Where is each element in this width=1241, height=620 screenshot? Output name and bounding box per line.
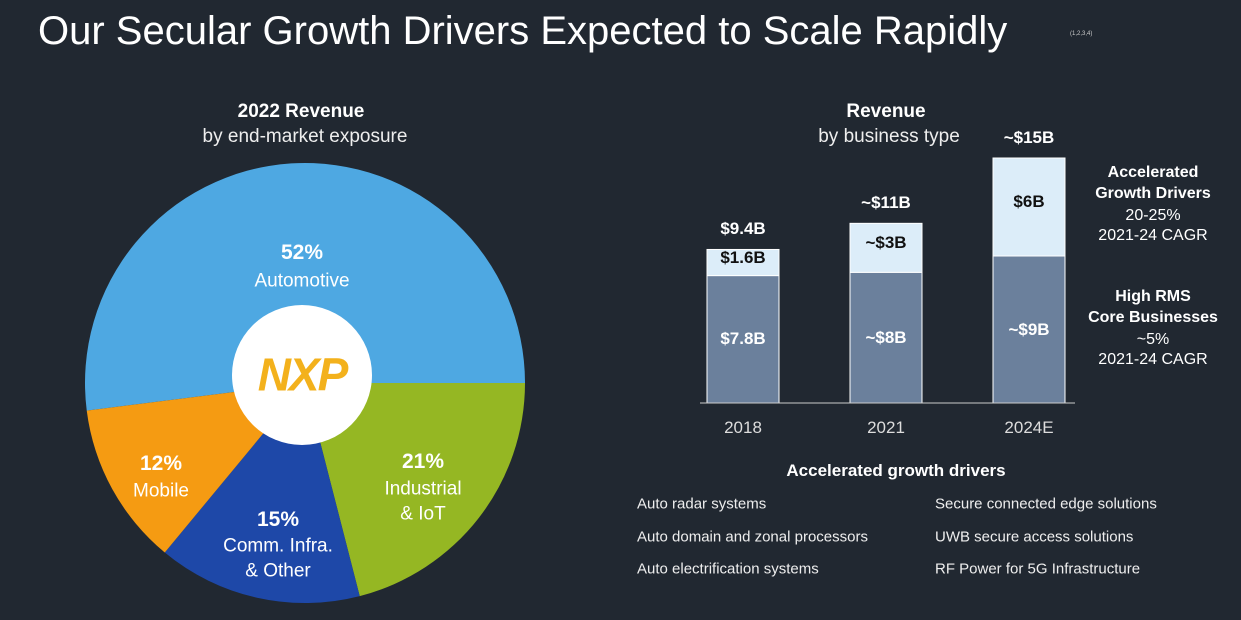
bar-value: ~$8B <box>865 327 907 347</box>
pie-slice <box>86 383 305 553</box>
list-item: RF Power for 5G Infrastructure <box>935 560 1141 578</box>
series-cagr-label: 2021-24 CAGR <box>1098 350 1208 368</box>
series-cagr: 20-25% <box>1125 206 1181 224</box>
slice-label: Mobile <box>133 480 189 502</box>
bar-value: ~$9B <box>1008 319 1050 339</box>
chart-title: 2022 Revenue <box>237 101 365 123</box>
slice-value: 21% <box>401 449 445 473</box>
slice-value: 12% <box>139 451 183 475</box>
chart-subtitle: by end-market exposure <box>202 126 408 148</box>
bar-total: $9.4B <box>720 219 766 239</box>
pie-slice <box>84 162 526 411</box>
list-item: Auto domain and zonal processors <box>637 527 868 545</box>
bar-segment <box>849 222 923 273</box>
slice-label: Automotive <box>254 270 350 292</box>
bar-total: ~$15B <box>1003 128 1055 148</box>
x-tick-label: 2018 <box>724 418 762 438</box>
pie-slice <box>305 383 525 597</box>
chart-subtitle: by business type <box>818 126 960 148</box>
slide-title: Our Secular Growth Drivers Expected to S… <box>38 9 1008 53</box>
x-tick-label: 2024E <box>1004 418 1054 438</box>
slice-label: Industrial & IoT <box>384 478 462 524</box>
slice-label: Comm. Infra. & Other <box>223 535 333 581</box>
bar-total: ~$11B <box>861 193 911 213</box>
series-name: Accelerated Growth Drivers <box>1095 164 1211 202</box>
bar-segment <box>706 275 780 404</box>
list-item: Auto electrification systems <box>637 560 819 578</box>
list-item: Auto radar systems <box>637 495 767 513</box>
bar-segment <box>992 255 1066 404</box>
x-tick-label: 2021 <box>867 418 905 438</box>
logo: NXP <box>257 348 349 401</box>
slice-value: 52% <box>280 240 324 264</box>
list-title: Accelerated growth drivers <box>786 461 1006 481</box>
list-item: Secure connected edge solutions <box>935 495 1157 513</box>
series-cagr-label: 2021-24 CAGR <box>1098 226 1208 244</box>
bar-segment <box>849 271 923 404</box>
list-item: UWB secure access solutions <box>935 527 1134 545</box>
slice-value: 15% <box>256 507 300 531</box>
bar-value: $6B <box>1013 192 1045 212</box>
bar-value: $7.8B <box>720 329 766 349</box>
bar-value: ~$3B <box>865 233 907 253</box>
footnote: (1,2,3,4) <box>1070 31 1093 37</box>
chart-title: Revenue <box>846 101 926 123</box>
series-name: High RMS Core Businesses <box>1088 288 1218 326</box>
bar-value: $1.6B <box>720 247 766 267</box>
bar-segment <box>992 157 1066 257</box>
series-cagr: ~5% <box>1136 330 1170 348</box>
center-circle <box>232 305 372 445</box>
bar-segment <box>706 248 780 277</box>
